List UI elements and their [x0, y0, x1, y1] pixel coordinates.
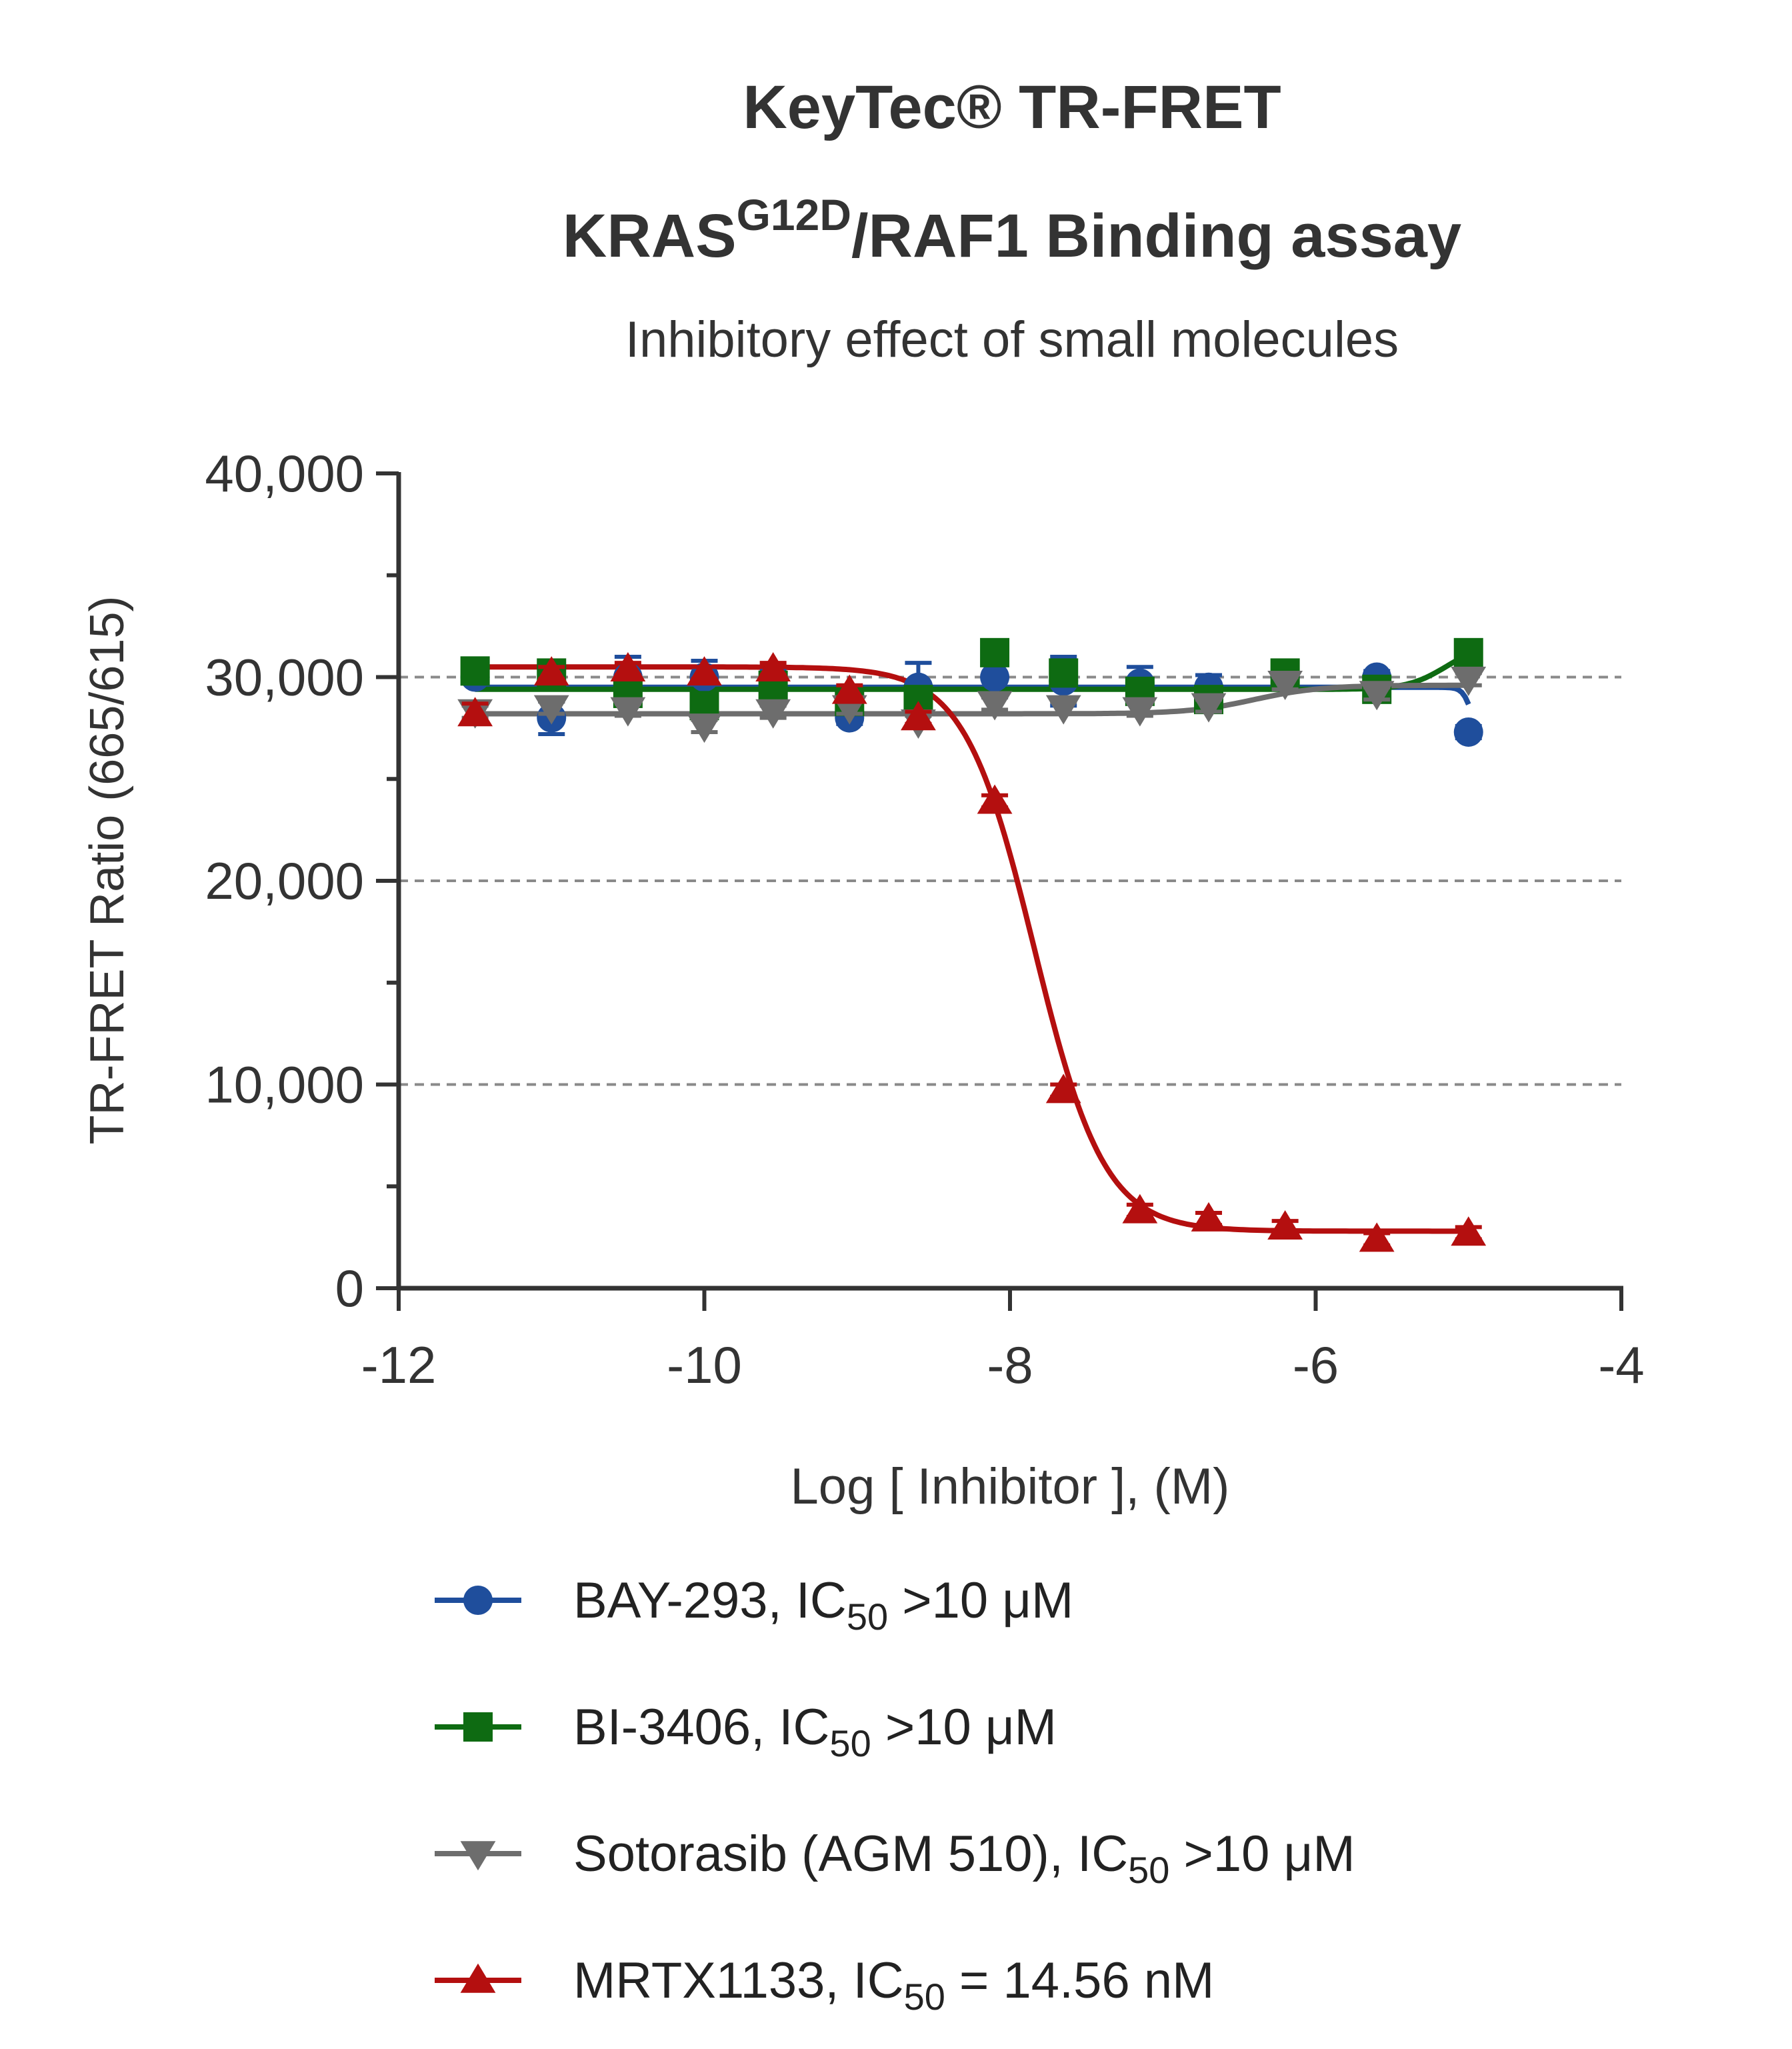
data-point — [980, 662, 1010, 692]
data-point — [1453, 637, 1483, 667]
legend-series-name: MRTX1133, — [573, 1952, 853, 2009]
title-rest: /RAF1 Binding assay — [851, 202, 1461, 270]
legend-item-3: MRTX1133, IC50 = 14.56 nM — [435, 1952, 1214, 2018]
legend-marker — [460, 1963, 496, 1993]
legend-ic-prefix: IC — [779, 1699, 829, 1756]
series-3-points — [457, 651, 1487, 1252]
chart-subtitle: Inhibitory effect of small molecules — [625, 311, 1399, 368]
data-point — [977, 691, 1013, 721]
data-point — [1267, 670, 1303, 700]
data-point — [610, 651, 646, 681]
data-point — [610, 697, 646, 727]
legend-ic-subscript: 50 — [847, 1596, 888, 1638]
legend-ic-value: >10 μM — [871, 1699, 1057, 1756]
legend-item-1: BI-3406, IC50 >10 μM — [435, 1699, 1057, 1764]
x-tick-label: -12 — [361, 1336, 437, 1394]
legend-ic-value: >10 μM — [1169, 1826, 1355, 1882]
y-tick-label: 10,000 — [205, 1056, 364, 1114]
legend-series-name: BAY-293, — [573, 1572, 796, 1629]
data-point — [1191, 1202, 1227, 1232]
grid-layer — [399, 675, 1621, 1086]
legend-marker — [460, 1841, 496, 1871]
data-point — [1267, 1210, 1303, 1240]
data-point — [1359, 681, 1395, 711]
legend-ic-subscript: 50 — [1128, 1849, 1169, 1891]
data-point — [980, 637, 1010, 667]
data-point — [533, 656, 569, 686]
legend-ic-prefix: IC — [796, 1572, 847, 1629]
data-point — [457, 697, 493, 727]
data-point — [1122, 1194, 1158, 1224]
legend-ic-value: = 14.56 nM — [945, 1952, 1215, 2009]
title-superscript: G12D — [737, 190, 851, 239]
y-tick-label: 30,000 — [205, 648, 364, 707]
title-kras: KRAS — [563, 202, 737, 270]
legend-series-name: Sotorasib (AGM 510), — [573, 1826, 1077, 1882]
y-tick-label: 20,000 — [205, 851, 364, 910]
data-point — [1045, 695, 1081, 725]
chart-title-line2: KRASG12D/RAF1 Binding assay — [563, 190, 1461, 270]
legend-label: Sotorasib (AGM 510), IC50 >10 μM — [573, 1826, 1355, 1891]
x-tick-label: -8 — [987, 1336, 1033, 1394]
series-2-points — [457, 666, 1487, 743]
data-point — [1122, 697, 1158, 727]
fit-curve-2 — [475, 682, 1469, 717]
legend-marker — [463, 1586, 493, 1615]
points-layer — [457, 637, 1487, 1252]
legend-ic-subscript: 50 — [904, 1976, 945, 2018]
data-point — [687, 713, 722, 743]
data-point — [460, 656, 490, 686]
data-point — [977, 784, 1013, 814]
x-tick-label: -6 — [1293, 1336, 1339, 1394]
data-point — [755, 699, 791, 729]
data-point — [1049, 658, 1079, 688]
legend-ic-subscript: 50 — [829, 1722, 871, 1764]
legend-ic-value: >10 μM — [888, 1572, 1073, 1629]
data-point — [1453, 717, 1483, 747]
legend-ic-prefix: IC — [853, 1952, 904, 2009]
legend-ic-prefix: IC — [1077, 1826, 1128, 1882]
fit-curve-3 — [475, 664, 1469, 1234]
curves-layer — [475, 652, 1471, 1234]
x-tick-label: -4 — [1598, 1336, 1644, 1394]
legend-marker — [463, 1712, 493, 1742]
x-axis-label: Log [ Inhibitor ], (M) — [791, 1458, 1230, 1515]
data-point — [1045, 1074, 1081, 1104]
y-tick-label: 0 — [335, 1259, 364, 1318]
data-point — [533, 695, 569, 725]
legend-label: BAY-293, IC50 >10 μM — [573, 1572, 1073, 1638]
data-point — [755, 651, 791, 681]
data-point — [1359, 1222, 1395, 1252]
y-tick-label: 40,000 — [205, 444, 364, 503]
data-point — [901, 701, 936, 731]
axes-layer: 0 10,000 20,000 30,000 40,000 -12 -10 -8 -6 -4 — [205, 444, 1644, 1394]
legend-series-name: BI-3406, — [573, 1699, 779, 1756]
legend-label: BI-3406, IC50 >10 μM — [573, 1699, 1057, 1764]
legend-item-0: BAY-293, IC50 >10 μM — [435, 1572, 1073, 1638]
data-point — [1451, 666, 1487, 696]
x-tick-label: -10 — [667, 1336, 742, 1394]
data-point — [1451, 1216, 1487, 1246]
y-axis-label: TR-FRET Ratio (665/615) — [81, 596, 134, 1145]
legend-item-2: Sotorasib (AGM 510), IC50 >10 μM — [435, 1826, 1355, 1891]
data-point — [831, 674, 867, 704]
legend-label: MRTX1133, IC50 = 14.56 nM — [573, 1952, 1214, 2018]
chart-title-line1: KeyTec® TR-FRET — [743, 73, 1281, 141]
data-point — [687, 656, 722, 686]
data-point — [1191, 693, 1227, 723]
